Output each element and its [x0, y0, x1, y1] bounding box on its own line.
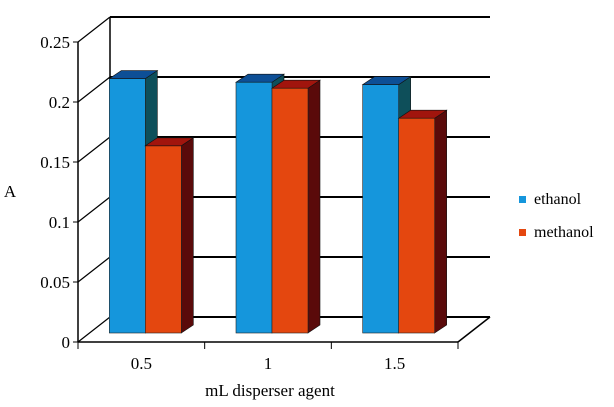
labels: 0 0.05 0.1 0.15 0.2 0.25 0.5 1 1.5 — [40, 33, 405, 373]
bar-side-face — [434, 109, 447, 334]
bar-top-face — [271, 79, 321, 89]
y-tick-label: 0 — [62, 333, 71, 352]
x-tick-label: 1 — [264, 354, 273, 373]
grid-diagonal — [77, 136, 111, 163]
bar-top-face — [361, 76, 412, 85]
y-tick-label: 0.05 — [40, 273, 70, 292]
legend-swatch-methanol — [519, 229, 526, 236]
bar-top-face — [144, 137, 195, 147]
grid-diagonal — [77, 256, 111, 283]
x-tick-label: 1.5 — [384, 354, 405, 373]
bar-methanol-1 — [271, 79, 321, 334]
bar-top-face — [235, 73, 285, 83]
y-tick-label: 0.15 — [40, 153, 70, 172]
grid-diagonal — [77, 16, 111, 43]
bar-side-face — [307, 79, 321, 334]
bar-top-face — [108, 70, 159, 79]
bar-front-face — [235, 81, 273, 334]
legend-label-ethanol: ethanol — [534, 191, 582, 208]
legend-label-methanol: methanol — [534, 224, 594, 241]
bars — [108, 70, 448, 334]
bar-methanol-1.5 — [397, 109, 448, 334]
y-tick-label: 0.1 — [49, 213, 70, 232]
bar-top-face — [397, 109, 448, 119]
bar-front-face — [145, 145, 182, 334]
bar-front-face — [109, 78, 146, 334]
floor-right-edge — [457, 316, 491, 343]
grid-diagonal — [77, 76, 111, 103]
x-tick-label: 0.5 — [131, 354, 152, 373]
legend: ethanol methanol — [519, 191, 594, 241]
bar-side-face — [181, 137, 194, 334]
y-axis-title: A — [4, 182, 17, 201]
legend-swatch-ethanol — [519, 196, 526, 203]
bar-methanol-0.5 — [144, 137, 195, 334]
bar-front-face — [362, 84, 399, 334]
grid-diagonal — [77, 316, 111, 343]
grid-diagonal — [77, 196, 111, 223]
bar-front-face — [271, 87, 309, 334]
y-tick-label: 0.2 — [49, 93, 70, 112]
bar-front-face — [398, 117, 435, 334]
x-axis-title: mL disperser agent — [205, 381, 335, 400]
y-tick-label: 0.25 — [40, 33, 70, 52]
